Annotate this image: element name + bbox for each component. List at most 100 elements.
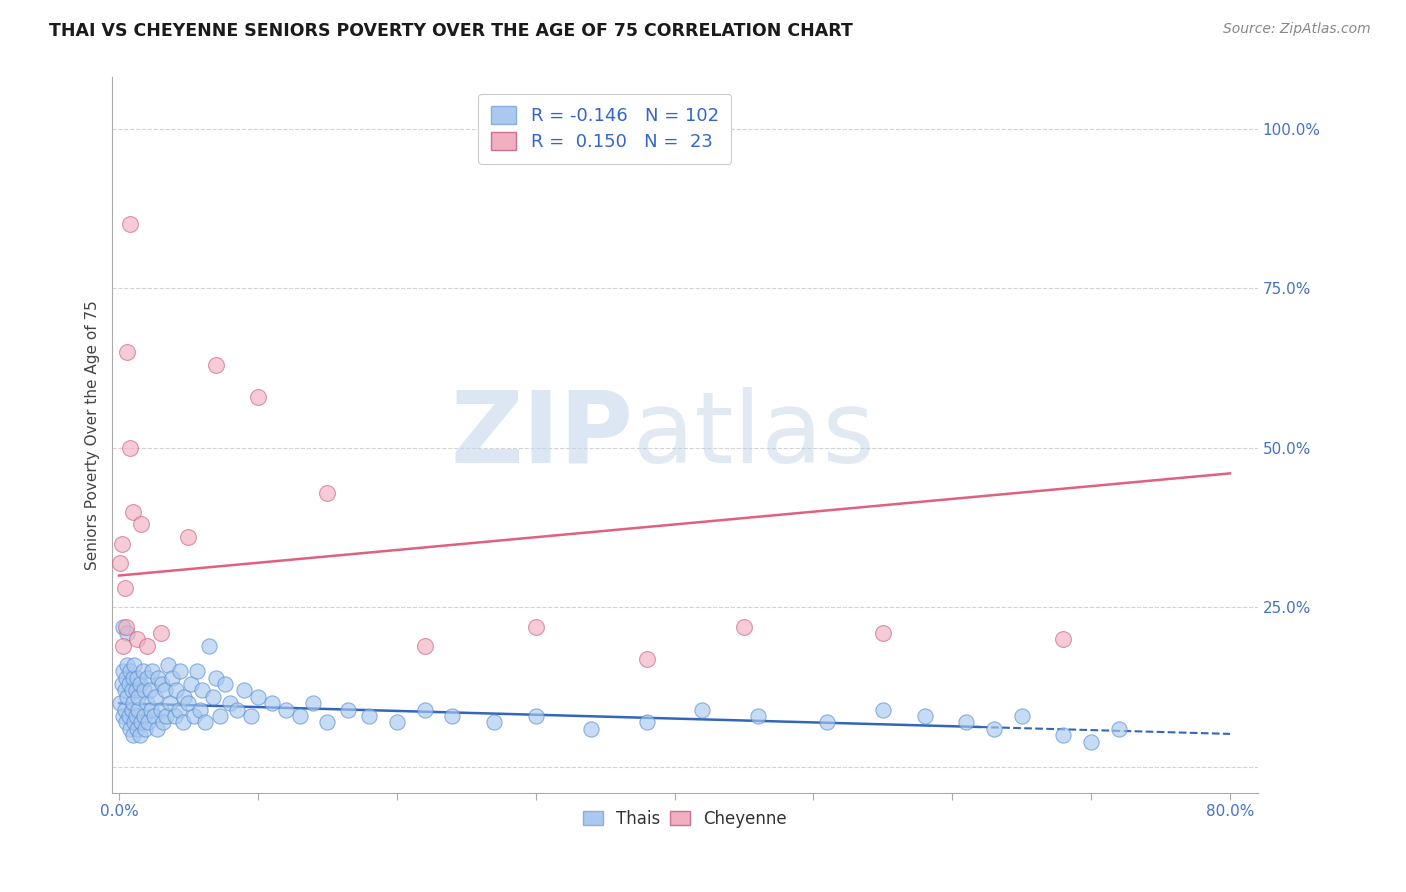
Point	[142, 709, 165, 723]
Point	[214, 677, 236, 691]
Point	[1011, 709, 1033, 723]
Point	[118, 677, 141, 691]
Point	[127, 632, 149, 647]
Point	[138, 683, 160, 698]
Point	[747, 709, 769, 723]
Point	[172, 715, 194, 730]
Point	[173, 690, 195, 704]
Point	[149, 626, 172, 640]
Point	[180, 677, 202, 691]
Point	[128, 728, 150, 742]
Point	[636, 715, 658, 730]
Point	[1108, 722, 1130, 736]
Point	[441, 709, 464, 723]
Point	[260, 696, 283, 710]
Point	[226, 703, 249, 717]
Point	[129, 517, 152, 532]
Point	[112, 665, 135, 679]
Point	[131, 665, 153, 679]
Point	[132, 683, 155, 698]
Point	[385, 715, 408, 730]
Point	[167, 703, 190, 717]
Point	[135, 696, 157, 710]
Point	[150, 677, 173, 691]
Point	[132, 709, 155, 723]
Point	[115, 671, 138, 685]
Point	[316, 715, 339, 730]
Point	[121, 683, 143, 698]
Point	[153, 683, 176, 698]
Point	[177, 530, 200, 544]
Point	[815, 715, 838, 730]
Point	[209, 709, 232, 723]
Point	[115, 715, 138, 730]
Point	[205, 358, 228, 372]
Point	[139, 703, 162, 717]
Point	[118, 709, 141, 723]
Point	[128, 703, 150, 717]
Point	[274, 703, 297, 717]
Point	[188, 703, 211, 717]
Point	[152, 715, 174, 730]
Text: Source: ZipAtlas.com: Source: ZipAtlas.com	[1223, 22, 1371, 37]
Text: ZIP: ZIP	[450, 386, 634, 483]
Point	[128, 690, 150, 704]
Point	[302, 696, 325, 710]
Legend: Thais, Cheyenne: Thais, Cheyenne	[576, 803, 794, 834]
Point	[914, 709, 936, 723]
Point	[955, 715, 977, 730]
Point	[110, 696, 132, 710]
Point	[219, 696, 242, 710]
Point	[524, 619, 547, 633]
Point	[288, 709, 311, 723]
Point	[114, 703, 136, 717]
Point	[165, 683, 187, 698]
Point	[111, 536, 134, 550]
Point	[191, 683, 214, 698]
Y-axis label: Seniors Poverty Over the Age of 75: Seniors Poverty Over the Age of 75	[86, 301, 100, 570]
Text: THAI VS CHEYENNE SENIORS POVERTY OVER THE AGE OF 75 CORRELATION CHART: THAI VS CHEYENNE SENIORS POVERTY OVER TH…	[49, 22, 853, 40]
Point	[733, 619, 755, 633]
Point	[246, 390, 269, 404]
Point	[112, 709, 135, 723]
Point	[145, 722, 167, 736]
Point	[122, 696, 145, 710]
Point	[194, 715, 217, 730]
Point	[135, 671, 157, 685]
Point	[413, 639, 436, 653]
Point	[163, 709, 186, 723]
Point	[115, 619, 138, 633]
Point	[316, 485, 339, 500]
Point	[120, 722, 142, 736]
Point	[1052, 728, 1074, 742]
Point	[122, 671, 145, 685]
Point	[524, 709, 547, 723]
Point	[120, 441, 142, 455]
Point	[117, 690, 139, 704]
Point	[149, 703, 172, 717]
Point	[413, 703, 436, 717]
Point	[872, 703, 894, 717]
Point	[155, 709, 177, 723]
Point	[198, 639, 221, 653]
Text: atlas: atlas	[634, 386, 875, 483]
Point	[169, 665, 191, 679]
Point	[159, 696, 181, 710]
Point	[120, 665, 142, 679]
Point	[124, 715, 146, 730]
Point	[983, 722, 1005, 736]
Point	[177, 696, 200, 710]
Point	[112, 639, 135, 653]
Point	[110, 556, 132, 570]
Point	[112, 619, 135, 633]
Point	[692, 703, 714, 717]
Point	[127, 671, 149, 685]
Point	[135, 639, 157, 653]
Point	[134, 722, 156, 736]
Point	[143, 690, 166, 704]
Point	[160, 671, 183, 685]
Point	[482, 715, 505, 730]
Point	[186, 665, 208, 679]
Point	[136, 715, 159, 730]
Point	[114, 683, 136, 698]
